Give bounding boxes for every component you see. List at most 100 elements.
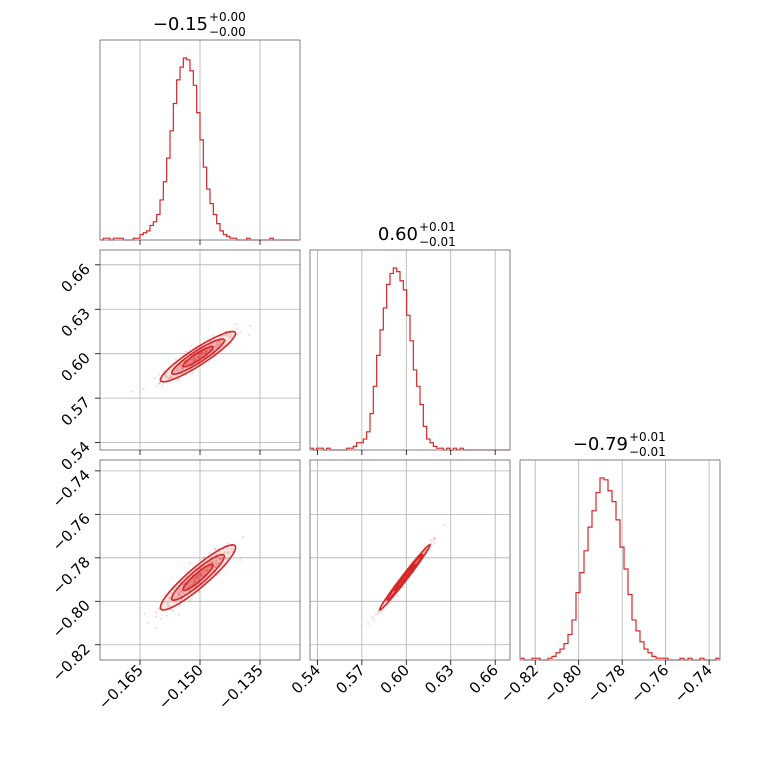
x-tick-label: 0.57 [332, 661, 368, 697]
scatter-point [218, 560, 221, 564]
scatter-point [202, 352, 205, 355]
scatter-point [205, 569, 208, 572]
scatter-point [175, 374, 179, 377]
scatter-point [180, 586, 183, 589]
scatter-point [205, 350, 208, 353]
scatter-point [178, 588, 181, 591]
scatter-point [178, 368, 181, 372]
scatter-point [182, 582, 186, 585]
scatter-point [228, 334, 231, 337]
scatter-point [374, 613, 377, 616]
scatter-point [201, 352, 204, 355]
scatter-point [443, 523, 446, 526]
scatter-point [198, 355, 201, 358]
scatter-point [226, 547, 229, 550]
scatter-point [230, 333, 233, 336]
scatter-point [196, 576, 199, 579]
scatter-point [213, 547, 216, 551]
scatter-point [201, 351, 205, 354]
scatter-point [215, 341, 218, 344]
contour-level-0 [159, 543, 237, 611]
histogram-1 [310, 267, 510, 451]
scatter-point [201, 575, 204, 578]
scatter-point [228, 336, 232, 339]
contour-level-1 [170, 553, 226, 602]
scatter-point [210, 561, 213, 564]
scatter-point [199, 351, 202, 355]
scatter-point [227, 344, 230, 347]
x-tick-label: −0.82 [497, 661, 542, 706]
scatter-point [181, 367, 184, 370]
scatter-point [216, 563, 219, 566]
scatter-point [165, 614, 168, 617]
scatter-point [205, 350, 208, 353]
contour-level-2 [182, 345, 214, 368]
scatter-point [200, 573, 203, 576]
y-tick-label: 0.60 [57, 349, 93, 385]
y-tick-label: 0.63 [57, 304, 93, 340]
scatter-point [178, 594, 181, 597]
scatter-point [192, 582, 195, 585]
scatter-point [165, 371, 169, 375]
scatter-point [179, 591, 182, 594]
scatter-point [199, 573, 202, 576]
scatter-point [195, 356, 198, 359]
x-tick-label: 0.60 [377, 661, 413, 697]
contour-level-0 [378, 543, 431, 611]
x-tick-label: −0.76 [627, 661, 672, 706]
y-tick-label: 0.54 [57, 438, 93, 474]
scatter-point [218, 550, 222, 553]
scatter-point [198, 355, 202, 358]
scatter-point [177, 592, 181, 595]
scatter-point [218, 558, 221, 561]
scatter-point [205, 569, 208, 572]
scatter-point [191, 360, 194, 363]
scatter-point [197, 356, 200, 359]
scatter-point [143, 612, 146, 615]
scatter-point [214, 345, 217, 348]
scatter-point [177, 593, 181, 596]
contour-level-2 [393, 563, 416, 592]
scatter-point [213, 346, 217, 349]
scatter-point [194, 577, 197, 580]
scatter-point [376, 612, 379, 615]
scatter-point [181, 368, 184, 371]
scatter-point [158, 382, 161, 385]
scatter-point [161, 384, 164, 388]
scatter-point [226, 542, 230, 545]
scatter-point [164, 373, 167, 377]
scatter-point [170, 376, 173, 379]
scatter-point [168, 596, 171, 599]
scatter-point [197, 356, 200, 359]
scatter-point [212, 334, 215, 338]
scatter-point [377, 610, 380, 614]
scatter-point [202, 557, 205, 560]
scatter-point [193, 581, 196, 584]
scatter-point [219, 340, 222, 344]
scatter-point [219, 557, 222, 561]
scatter-point [168, 377, 171, 380]
scatter-point [147, 621, 150, 624]
panel-title-value: −0.15 [153, 14, 208, 35]
panel-frame [309, 459, 511, 661]
scatter-point [177, 591, 180, 594]
y-tick-label: −0.76 [49, 509, 94, 554]
scatter-point [204, 351, 207, 354]
scatter-point [213, 565, 216, 568]
scatter-point [190, 580, 193, 583]
scatter-point [175, 369, 178, 372]
scatter-point [219, 342, 222, 345]
scatter-point [205, 569, 208, 572]
scatter-point [227, 552, 230, 555]
scatter-point [166, 376, 169, 379]
panel-title-minus: −0.00 [209, 25, 246, 39]
scatter-point [215, 342, 219, 346]
scatter-point [196, 573, 199, 576]
scatter-point [193, 356, 196, 360]
x-tick-label: 0.54 [288, 661, 324, 697]
scatter-point [196, 573, 199, 576]
scatter-point [209, 566, 212, 569]
scatter-point [214, 562, 217, 565]
scatter-point [187, 582, 190, 585]
scatter-point [429, 538, 432, 542]
